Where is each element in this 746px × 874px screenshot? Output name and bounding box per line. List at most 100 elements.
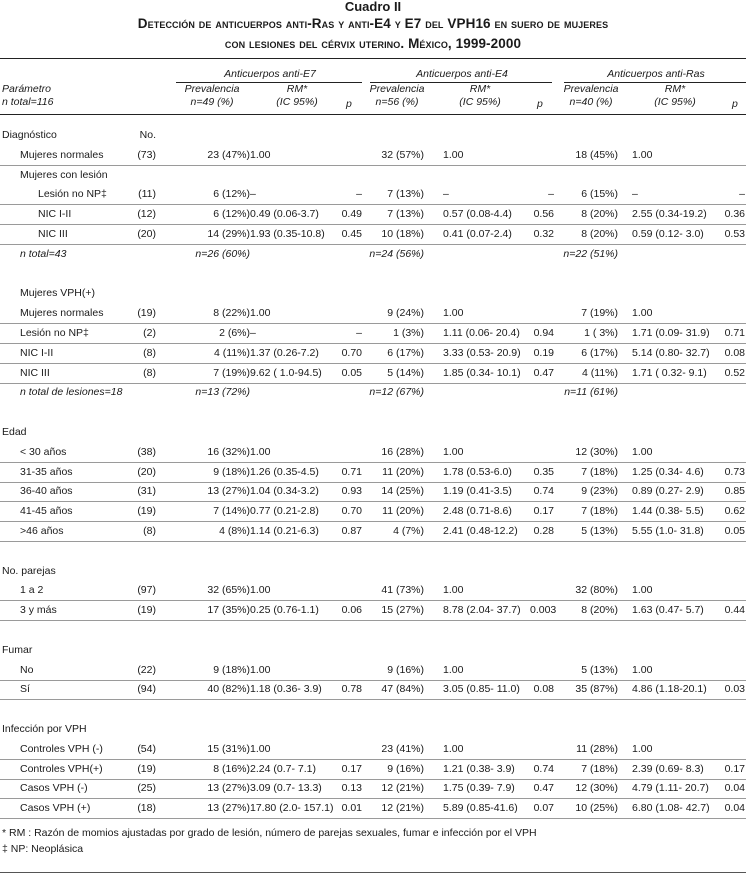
cell-rm: 0.77 (0.21-2.8) — [250, 505, 319, 518]
cell-prev: 14 (29%) — [207, 228, 250, 240]
table-row — [0, 621, 746, 640]
p-header-ras: p — [732, 98, 738, 110]
cell-prev: 11 (28%) — [576, 742, 618, 755]
cell-p: – — [548, 188, 554, 201]
row-label: Mujeres normales — [20, 148, 104, 161]
cell-rm: 1.71 (0.09- 31.9) — [632, 327, 710, 339]
cell-p: 0.87 — [341, 525, 362, 537]
cell-prev: 15 (31%) — [207, 742, 250, 755]
cell-prev: 7 (18%) — [581, 762, 618, 775]
table-row: No. parejas — [0, 562, 746, 581]
row-label: NIC I-II — [20, 346, 54, 359]
table-row: 1 a 2 (97) 32 (65%) 1.00 41 (73%) 1.00 32 (80%… — [0, 581, 746, 602]
bottom-rule — [0, 872, 746, 873]
cell-rm: 5.14 (0.80- 32.7) — [632, 346, 710, 359]
table-row: 31-35 años (20) 9 (18%) 1.26 (0.35-4.5) 0.71… — [0, 463, 746, 483]
cell-rm: 1.00 — [632, 663, 653, 676]
cell-rm: 1.75 (0.39- 7.9) — [443, 782, 515, 795]
cell-rm: 1.00 — [250, 307, 271, 320]
cell-prev: 11 (20%) — [382, 465, 424, 478]
cell-p: 0.73 — [724, 465, 745, 478]
ci-header-e7: (IC 95%) — [276, 96, 318, 108]
cell-rm: 1.93 (0.35-10.8) — [250, 228, 325, 240]
row-no: (94) — [137, 683, 156, 696]
row-no: (18) — [137, 802, 156, 815]
cell-prev: 1 (3%) — [393, 327, 424, 339]
cell-rm: 0.49 (0.06-3.7) — [250, 208, 319, 221]
cell-rm: 1.63 (0.47- 5.7) — [632, 604, 704, 617]
cell-prev: 35 (87%) — [575, 683, 618, 696]
cell-rm: 4.79 (1.11- 20.7) — [632, 782, 709, 795]
row-label: Edad — [2, 426, 27, 438]
cell-rm: 0.57 (0.08-4.4) — [443, 208, 512, 221]
row-label: n total de lesiones=18 — [20, 386, 123, 399]
cell-rm: 1.78 (0.53-6.0) — [443, 465, 512, 478]
cell-p: 0.71 — [341, 465, 362, 478]
table-row: NIC III (8) 7 (19%) 9.62 ( 1.0-94.5) 0.05 5 (… — [0, 364, 746, 384]
cell-rm: 1.18 (0.36- 3.9) — [250, 683, 322, 696]
row-label: NIC III — [38, 228, 68, 240]
group-header-e4: Anticuerpos anti-E4 — [416, 68, 508, 80]
row-no: (8) — [143, 366, 156, 379]
prev-n-e4: n=56 (%) — [375, 96, 419, 108]
table-row: 36-40 años (31) 13 (27%) 1.04 (0.34-3.2) 0.9… — [0, 482, 746, 503]
header-bottom-rule — [0, 114, 746, 115]
cell-prev: 4 (7%) — [393, 525, 424, 537]
table-row: n total=43 n=26 (60%) n=24 (56%) n=22 (51%) — [0, 245, 746, 264]
table-row: NIC III (20) 14 (29%) 1.93 (0.35-10.8) 0.45 1… — [0, 225, 746, 245]
cell-prev: 13 (27%) — [207, 802, 250, 815]
cell-rm: 3.09 (0.7- 13.3) — [250, 782, 322, 795]
table-row — [0, 542, 746, 561]
cell-p: 0.47 — [533, 782, 554, 795]
row-no: (12) — [137, 208, 156, 221]
cell-prev: 6 (17%) — [581, 346, 618, 359]
table-row — [0, 265, 746, 284]
row-no: (8) — [143, 346, 156, 359]
cell-p: 0.05 — [724, 525, 745, 537]
row-no: (22) — [137, 663, 156, 676]
cell-rm: 1.04 (0.34-3.2) — [250, 485, 319, 498]
table-row: < 30 años (38) 16 (32%) 1.00 16 (28%) 1.00 12 … — [0, 443, 746, 463]
row-no: (97) — [137, 584, 156, 597]
cell-p: 0.74 — [533, 762, 554, 775]
cell-p: 0.49 — [341, 208, 362, 221]
cell-p: 0.36 — [724, 208, 745, 221]
table-row: >46 años (8) 4 (8%) 1.14 (0.21-6.3) 0.87 4 (7… — [0, 522, 746, 542]
cell-p: 0.05 — [341, 366, 362, 379]
cell-prev: 32 (80%) — [575, 584, 618, 597]
cell-p: 0.08 — [724, 346, 745, 359]
cell-p: 0.04 — [724, 802, 745, 815]
cell-rm: 1.00 — [632, 742, 653, 755]
table-row: n total de lesiones=18 n=13 (72%) n=12 (67… — [0, 383, 746, 402]
cell-p: 0.70 — [341, 505, 362, 518]
cell-p: 0.45 — [341, 228, 362, 240]
group-rule-e7 — [176, 82, 362, 83]
table-title: Cuadro II Detección de anticuerpos anti-… — [0, 0, 746, 54]
cell-p: 0.01 — [341, 802, 362, 815]
cell-prev: n=22 (51%) — [563, 247, 618, 260]
cell-prev: 6 (15%) — [581, 188, 618, 201]
row-label: Diagnóstico — [2, 129, 57, 141]
row-label: 3 y más — [20, 604, 57, 617]
cell-prev: 8 (20%) — [581, 604, 618, 617]
cell-rm: 1.14 (0.21-6.3) — [250, 525, 319, 537]
row-no: (19) — [137, 505, 156, 518]
row-no: (25) — [137, 782, 156, 795]
cell-rm: 1.26 (0.35-4.5) — [250, 465, 319, 478]
table-row: Lesión no NP‡ (11) 6 (12%) – –7 (13%) – –6 (15… — [0, 185, 746, 206]
prev-n-ras: n=40 (%) — [569, 96, 613, 108]
row-label: No. parejas — [2, 564, 56, 577]
cell-prev: 9 (18%) — [213, 465, 250, 478]
table-row: Mujeres con lesión — [0, 166, 746, 185]
cell-prev: 32 (57%) — [381, 148, 424, 161]
cell-p: 0.19 — [533, 346, 554, 359]
cell-prev: 7 (18%) — [581, 505, 618, 518]
cell-rm: 6.80 (1.08- 42.7) — [632, 802, 710, 815]
title-line-2: con lesiones del cérvix uterino. México,… — [224, 36, 522, 51]
cell-prev: 11 (20%) — [382, 505, 424, 518]
cell-p: 0.17 — [724, 762, 745, 775]
cell-prev: 12 (30%) — [575, 445, 618, 458]
cell-prev: 12 (30%) — [575, 782, 618, 795]
cell-prev: 8 (20%) — [581, 208, 618, 221]
cell-rm: 1.00 — [632, 445, 653, 458]
